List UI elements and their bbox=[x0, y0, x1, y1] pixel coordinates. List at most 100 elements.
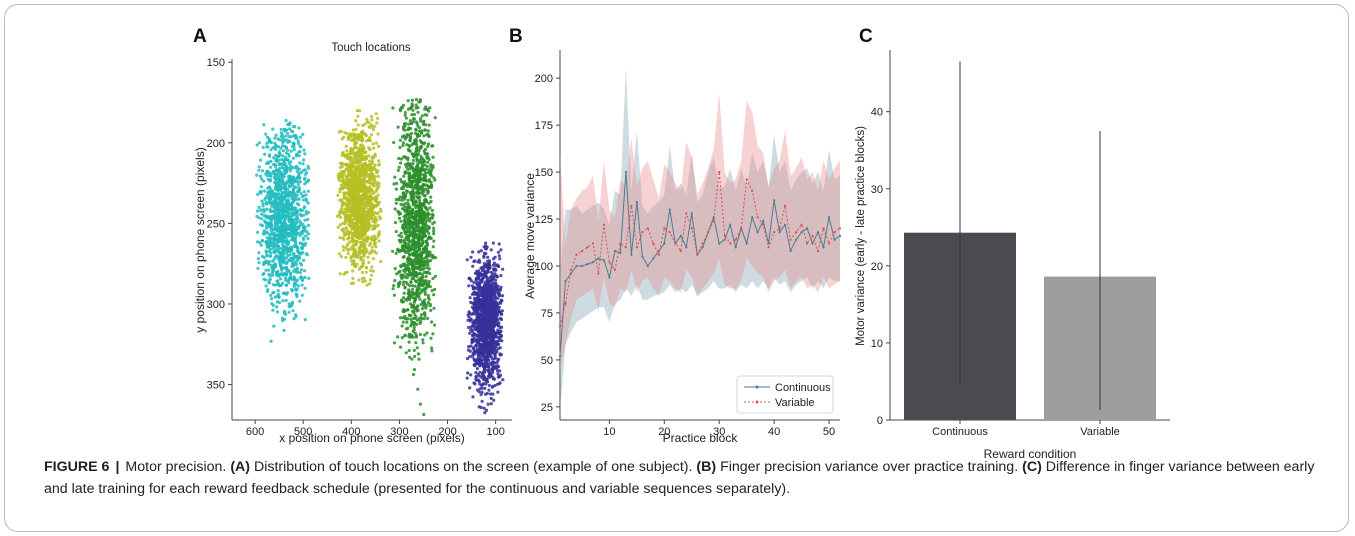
scatter-point bbox=[477, 379, 481, 383]
scatter-point bbox=[263, 278, 267, 282]
scatter-point bbox=[294, 282, 298, 287]
scatter-point bbox=[495, 366, 499, 370]
scatter-point bbox=[298, 144, 302, 148]
panel-label-b: B bbox=[509, 26, 523, 47]
scatter-point bbox=[357, 253, 361, 257]
scatter-point bbox=[396, 284, 401, 289]
scatter-point bbox=[472, 350, 476, 354]
scatter-point bbox=[361, 234, 365, 238]
scatter-point bbox=[291, 309, 295, 313]
scatter-point bbox=[293, 254, 297, 258]
scatter-point bbox=[262, 271, 266, 276]
scatter-point bbox=[408, 209, 412, 213]
scatter-point bbox=[360, 149, 364, 153]
scatter-point bbox=[284, 283, 289, 287]
scatter-point bbox=[468, 386, 472, 390]
scatter-point bbox=[293, 134, 297, 138]
scatter-point bbox=[397, 198, 401, 202]
scatter-point bbox=[276, 192, 281, 196]
scatter-point bbox=[260, 177, 264, 181]
scatter-point bbox=[407, 340, 411, 344]
scatter-point bbox=[416, 124, 420, 128]
scatter-point bbox=[269, 228, 273, 232]
scatter-point bbox=[475, 344, 479, 348]
scatter-point bbox=[423, 312, 427, 316]
scatter-point bbox=[279, 277, 283, 281]
scatter-point bbox=[399, 345, 403, 349]
scatter-point bbox=[471, 250, 475, 254]
scatter-point bbox=[281, 149, 285, 153]
scatter-point bbox=[424, 174, 428, 178]
scatter-point bbox=[272, 156, 276, 160]
scatter-point bbox=[353, 175, 357, 179]
scatter-point bbox=[298, 219, 302, 223]
scatter-point bbox=[408, 119, 412, 123]
scatter-point bbox=[372, 213, 376, 217]
scatter-point bbox=[501, 294, 505, 298]
scatter-point bbox=[422, 159, 426, 163]
scatter-point bbox=[339, 255, 343, 259]
scatter-point bbox=[414, 235, 418, 239]
scatter-point bbox=[360, 270, 364, 274]
scatter-point bbox=[344, 162, 348, 166]
scatter-point bbox=[281, 154, 285, 158]
scatter-point bbox=[483, 368, 487, 372]
scatter-point bbox=[352, 234, 356, 238]
scatter-point bbox=[480, 338, 484, 342]
scatter-point bbox=[302, 258, 306, 262]
scatter-point bbox=[294, 166, 298, 170]
scatter-point bbox=[354, 119, 358, 123]
scatter-point bbox=[342, 191, 346, 195]
scatter-point bbox=[287, 277, 291, 281]
scatter-point bbox=[287, 127, 292, 131]
scatter-point bbox=[492, 332, 496, 336]
scatter-point bbox=[432, 229, 436, 233]
scatter-point bbox=[363, 195, 367, 199]
scatter-point bbox=[351, 188, 355, 192]
scatter-point bbox=[296, 284, 300, 288]
scatter-point bbox=[492, 268, 496, 272]
scatter-point bbox=[279, 259, 283, 263]
scatter-point bbox=[368, 278, 372, 282]
scatter-point bbox=[376, 211, 380, 215]
scatter-point bbox=[268, 199, 272, 203]
scatter-point bbox=[418, 291, 422, 296]
scatter-point bbox=[424, 274, 428, 279]
scatter-point bbox=[399, 202, 403, 206]
scatter-point bbox=[339, 215, 343, 219]
scatter-point bbox=[293, 278, 297, 282]
scatter-point bbox=[370, 118, 374, 122]
scatter-point bbox=[417, 206, 421, 210]
scatter-point bbox=[298, 261, 303, 265]
scatter-point bbox=[427, 201, 431, 205]
scatter-point bbox=[273, 216, 277, 220]
scatter-point bbox=[365, 139, 369, 143]
scatter-point bbox=[298, 161, 302, 165]
scatter-point bbox=[277, 150, 281, 154]
scatter-point bbox=[378, 217, 382, 221]
scatter-point bbox=[432, 239, 436, 243]
scatter-point bbox=[411, 208, 415, 213]
scatter-point bbox=[281, 180, 285, 184]
scatter-point bbox=[286, 148, 290, 152]
scatter-point bbox=[423, 292, 427, 296]
scatter-point bbox=[403, 275, 408, 279]
scatter-point bbox=[257, 205, 261, 209]
scatter-point bbox=[406, 260, 410, 264]
scatter-point bbox=[401, 320, 405, 324]
scatter-point bbox=[467, 325, 471, 330]
scatter-point bbox=[414, 259, 418, 264]
scatter-point bbox=[286, 214, 290, 218]
scatter-point bbox=[280, 228, 284, 232]
scatter-point bbox=[269, 220, 273, 224]
scatter-point bbox=[398, 269, 402, 273]
scatter-point bbox=[405, 184, 409, 189]
scatter-point bbox=[482, 254, 486, 258]
scatter-point bbox=[376, 193, 380, 197]
scatter-point bbox=[396, 247, 400, 251]
scatter-point bbox=[430, 289, 434, 293]
scatter-point bbox=[414, 139, 418, 144]
scatter-point bbox=[497, 329, 501, 334]
scatter-point bbox=[498, 346, 502, 350]
scatter-point bbox=[306, 179, 310, 183]
